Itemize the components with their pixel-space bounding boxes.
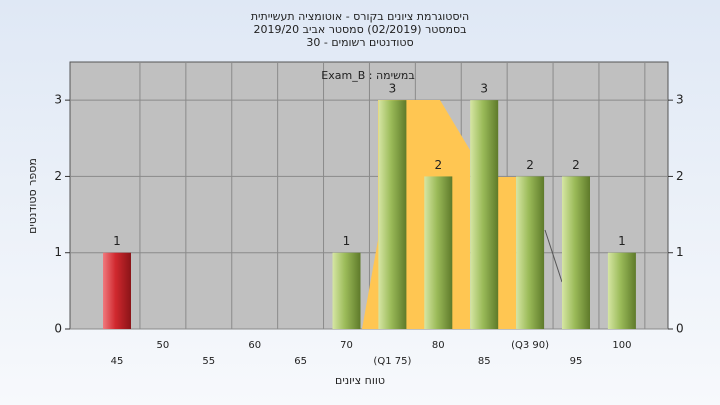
y2-tick-label: 0 (676, 322, 684, 336)
x-tick-label: 65 (294, 356, 307, 367)
trend-line (544, 229, 563, 283)
x-tick-label: 85 (478, 356, 491, 367)
value-label: 3 (389, 82, 397, 96)
y-tick-label: 0 (54, 322, 62, 336)
x-tick-label: (Q1 75) (373, 356, 411, 367)
bar (103, 252, 131, 329)
x-tick-label: 95 (570, 356, 583, 367)
title: בסמסטר (02/2019) סמסטר אביב 2019/20 (253, 23, 466, 36)
y2-tick-label: 2 (676, 169, 684, 183)
quartile-area (362, 100, 470, 329)
value-label: 2 (526, 158, 534, 172)
x-tick-label: (Q3 90) (511, 340, 549, 351)
value-label: 1 (343, 234, 351, 248)
value-label: 3 (480, 82, 488, 96)
x-tick-label: 100 (612, 340, 631, 351)
bar (516, 176, 545, 329)
y-axis-label: מספר סטודנטים (26, 158, 39, 234)
bar (424, 176, 453, 329)
bar (607, 252, 636, 329)
x-tick-label: 55 (202, 356, 215, 367)
value-label: 2 (434, 158, 442, 172)
bar (470, 100, 499, 330)
x-tick-label: 70 (340, 340, 353, 351)
y2-tick-label: 1 (676, 245, 684, 259)
title: היסטוגרמת ציונים בקורס - אוטומציה תעשיית… (251, 10, 469, 23)
marks: 1 1 3 2 3 2 2 1 (103, 82, 636, 330)
x-axis-label: טווח ציונים (335, 374, 385, 387)
x-tick-label: 45 (111, 356, 124, 367)
bar (332, 252, 361, 329)
y-tick-label: 3 (54, 93, 62, 107)
quartile-area (498, 177, 516, 329)
y2-tick-label: 3 (676, 93, 684, 107)
y-tick-label: 2 (54, 169, 62, 183)
bar (378, 100, 407, 330)
value-label: 2 (572, 158, 580, 172)
x-tick-label: 50 (157, 340, 170, 351)
x-tick-label: 80 (432, 340, 445, 351)
value-label: 1 (618, 234, 626, 248)
bar (562, 176, 590, 329)
legend: במשימה : Exam_B (321, 69, 414, 82)
y-tick-label: 1 (54, 245, 62, 259)
x-tick-label: 60 (248, 340, 261, 351)
value-label: 1 (113, 234, 121, 248)
title: סטודנטים רשומים - 30 (306, 36, 413, 49)
